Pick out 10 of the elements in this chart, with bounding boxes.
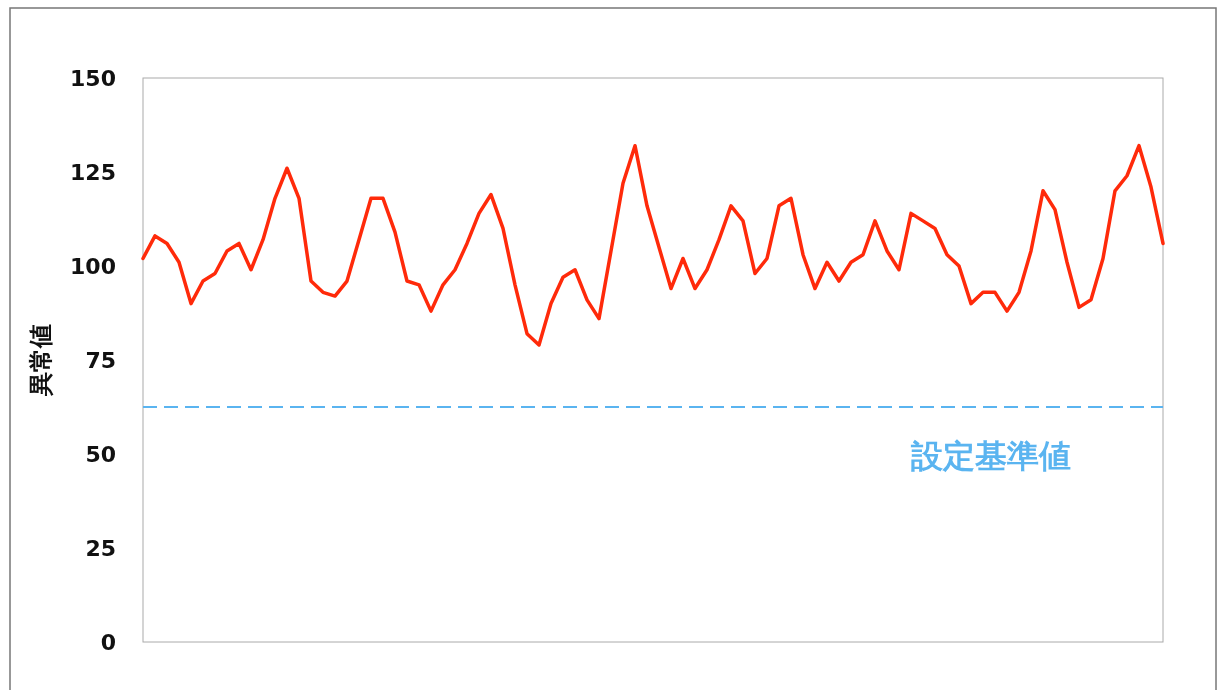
y-tick-label: 75 <box>85 348 116 373</box>
y-tick-label: 100 <box>70 254 116 279</box>
y-tick-label: 25 <box>85 536 116 561</box>
y-tick-label: 0 <box>100 630 116 655</box>
y-tick-label: 125 <box>70 160 116 185</box>
y-tick-label: 50 <box>85 442 116 467</box>
y-axis-title: 異常値 <box>27 324 55 397</box>
line-series <box>141 143 1165 347</box>
ref-line-label: 設定基準値 <box>910 437 1071 475</box>
y-tick-label: 150 <box>70 66 116 91</box>
